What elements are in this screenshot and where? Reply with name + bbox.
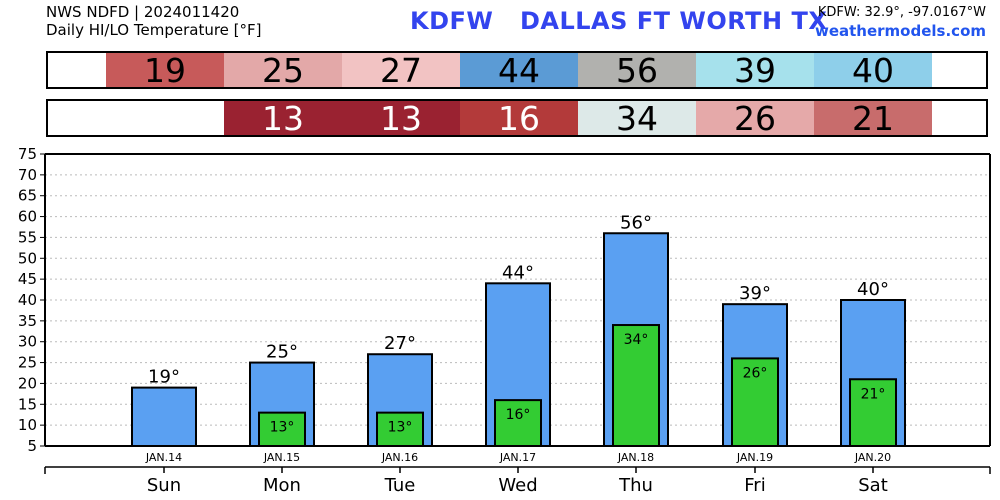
y-tick-label: 70 xyxy=(18,166,37,184)
site-link[interactable]: weathermodels.com xyxy=(814,22,986,40)
day-label: Fri xyxy=(744,475,765,496)
high-temperature-strip: 19 25 27 44 56 39 40 xyxy=(46,51,988,90)
low-temp-cell: 21 xyxy=(814,99,932,138)
high-temp-cell: 44 xyxy=(460,51,578,90)
date-label: JAN.16 xyxy=(381,451,418,464)
y-tick-label: 65 xyxy=(18,187,37,205)
low-temp-label: 13° xyxy=(270,420,295,436)
date-label: JAN.14 xyxy=(145,451,182,464)
low-temp-bar xyxy=(849,378,897,447)
chart-subtitle: Daily HI/LO Temperature [°F] xyxy=(46,21,262,39)
date-label: JAN.17 xyxy=(499,451,536,464)
day-label: Tue xyxy=(384,475,416,496)
high-temp-cell: 27 xyxy=(342,51,460,90)
date-label: JAN.20 xyxy=(854,451,891,464)
high-temp-bar xyxy=(131,386,197,448)
y-tick-label: 30 xyxy=(18,333,37,351)
date-label: JAN.15 xyxy=(263,451,300,464)
low-temp-label: 34° xyxy=(624,332,649,348)
day-label: Mon xyxy=(263,475,301,496)
low-temp-label: 16° xyxy=(506,407,531,423)
date-label: JAN.18 xyxy=(617,451,654,464)
source-line: NWS NDFD | 2024011420 xyxy=(46,3,240,21)
y-tick-label: 45 xyxy=(18,270,37,288)
day-label: Sat xyxy=(858,475,888,496)
low-temp-bar xyxy=(258,411,306,447)
high-temp-label: 44° xyxy=(502,262,534,283)
low-temp-bar xyxy=(494,399,542,448)
high-temp-label: 39° xyxy=(739,283,771,304)
high-temp-label: 56° xyxy=(620,212,652,233)
high-temp-label: 19° xyxy=(148,367,180,388)
date-label: JAN.19 xyxy=(736,451,773,464)
y-tick-label: 55 xyxy=(18,228,37,246)
day-label: Thu xyxy=(618,475,653,496)
y-tick-label: 15 xyxy=(18,395,37,413)
high-temp-cell: 19 xyxy=(106,51,224,90)
day-label: Wed xyxy=(498,475,537,496)
low-temp-cell: 13 xyxy=(224,99,342,138)
low-temp-label: 21° xyxy=(861,386,886,402)
y-tick-label: 50 xyxy=(18,249,37,267)
high-temp-cell: 25 xyxy=(224,51,342,90)
low-temp-label: 26° xyxy=(743,365,768,381)
y-tick-label: 40 xyxy=(18,291,37,309)
low-temp-cell: 26 xyxy=(696,99,814,138)
y-tick-label: 25 xyxy=(18,354,37,372)
low-temp-cell: 13 xyxy=(342,99,460,138)
station-coordinates: KDFW: 32.9°, -97.0167°W xyxy=(817,5,986,20)
low-temp-cell: 16 xyxy=(460,99,578,138)
low-temp-bar xyxy=(731,357,779,447)
high-temp-label: 27° xyxy=(384,333,416,354)
high-temp-cell: 39 xyxy=(696,51,814,90)
station-title: KDFW DALLAS FT WORTH TX xyxy=(410,7,828,35)
high-temp-label: 40° xyxy=(857,279,889,300)
y-tick-label: 75 xyxy=(18,145,37,163)
high-temp-cell: 56 xyxy=(578,51,696,90)
y-tick-label: 35 xyxy=(18,312,37,330)
low-temp-bar xyxy=(612,324,660,447)
low-temp-bar xyxy=(376,411,424,447)
y-tick-label: 60 xyxy=(18,208,37,226)
day-label: Sun xyxy=(147,475,181,496)
low-temperature-strip: 13 13 16 34 26 21 xyxy=(46,99,988,138)
high-temp-label: 25° xyxy=(266,342,298,363)
low-temp-label: 13° xyxy=(388,420,413,436)
y-tick-label: 10 xyxy=(18,416,37,434)
high-temp-cell: 40 xyxy=(814,51,932,90)
low-temp-cell: 34 xyxy=(578,99,696,138)
y-tick-label: 20 xyxy=(18,374,37,392)
y-tick-label: 5 xyxy=(27,437,37,455)
